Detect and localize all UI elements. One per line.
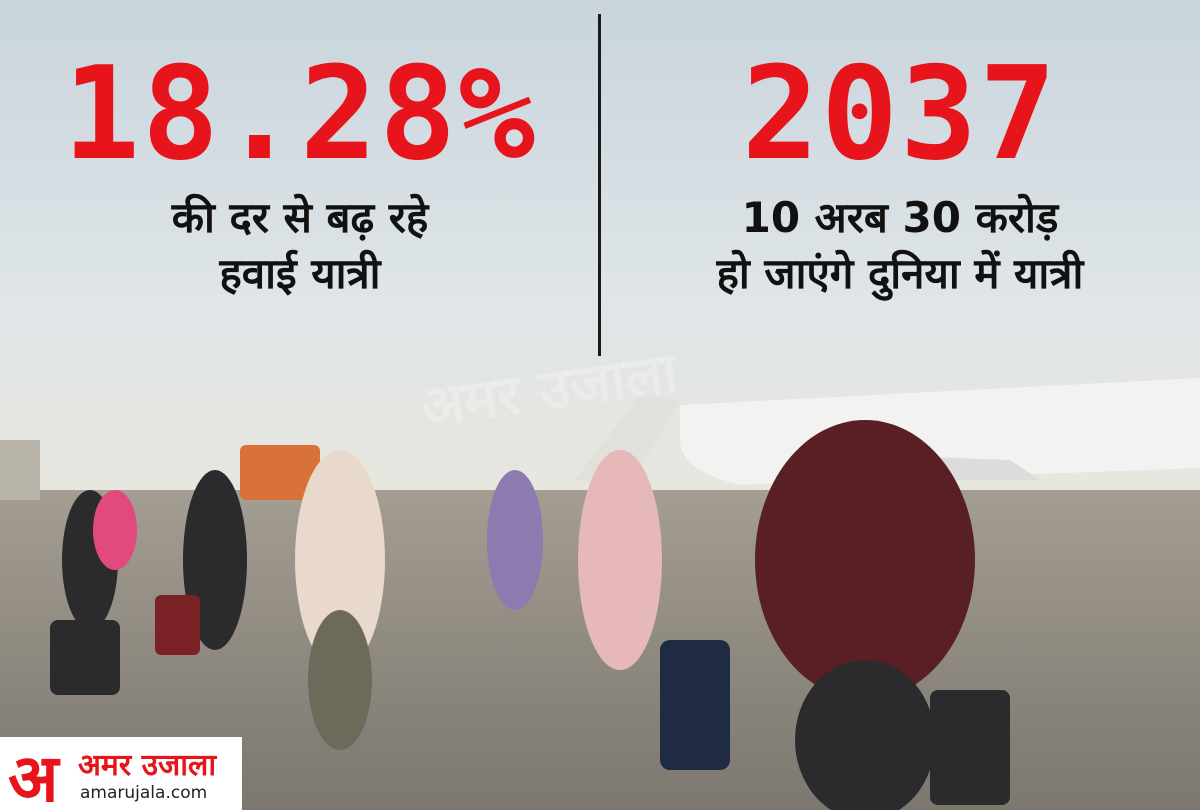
logo-name: अमर उजाला [78, 748, 217, 783]
logo: अ अमर उजाला amarujala.com [0, 737, 242, 810]
logo-url: amarujala.com [80, 783, 208, 803]
caption-left-2: हवाई यात्री [219, 249, 381, 298]
logo-mark: अ [8, 740, 59, 810]
stat-left: 18.28% [62, 40, 538, 189]
bus [240, 445, 320, 500]
passengers [50, 420, 1010, 810]
divider [598, 14, 601, 356]
building [0, 440, 40, 500]
caption-right-2: हो जाएंगे दुनिया में यात्री [716, 249, 1084, 298]
caption-left-1: की दर से बढ़ रहे [171, 193, 429, 242]
stat-right: 2037 [741, 40, 1059, 189]
caption-right-1: 10 अरब 30 करोड़ [741, 193, 1059, 242]
